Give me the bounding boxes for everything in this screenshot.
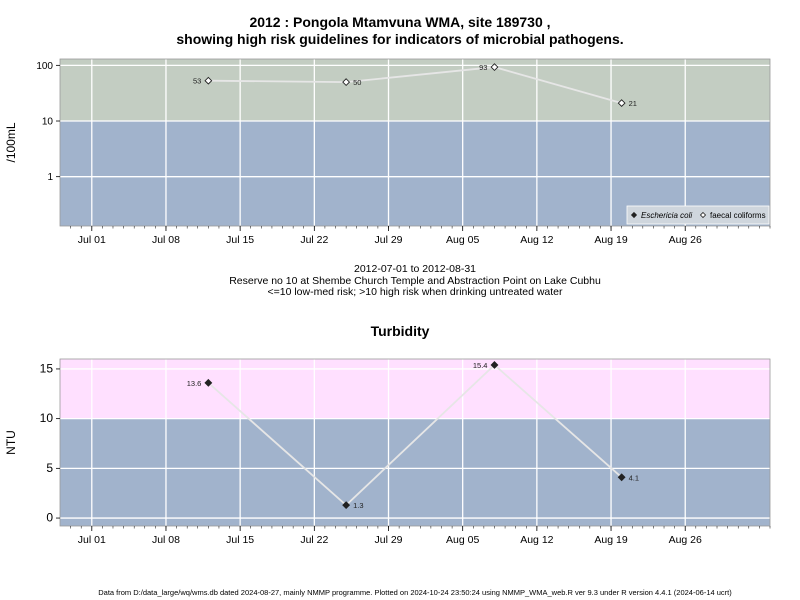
chart2-data-label-1: 1.3 (353, 501, 363, 510)
chart2-low-risk-band (60, 418, 770, 526)
chart2-xtick-label-6: Aug 12 (520, 534, 553, 546)
chart1-legend-label-1: faecal coliforms (710, 211, 766, 220)
chart1-point-3 (617, 99, 626, 108)
chart1-legend-marker-1 (699, 211, 707, 219)
chart1-data-label-3: 21 (629, 99, 637, 108)
chart1-xtick-label-4: Jul 29 (374, 234, 402, 246)
chart1-title-line1: 2012 : Pongola Mtamvuna WMA, site 189730… (249, 14, 551, 30)
chart2-xtick-label-5: Aug 05 (446, 534, 479, 546)
chart1-legend-label-0: Eschericia coli (641, 211, 692, 220)
chart1-frame (59, 58, 771, 227)
chart2-ytick-label-3: 0 (46, 511, 53, 525)
chart2-frame (59, 358, 771, 527)
chart1-xtick-label-5: Aug 05 (446, 234, 479, 246)
chart2-series-line-0 (207, 363, 623, 507)
chart1-xtick-label-6: Aug 12 (520, 234, 553, 246)
chart2-point-3 (617, 473, 626, 482)
chart2-xtick-label-1: Jul 08 (152, 534, 180, 546)
chart2-data-label-2: 15.4 (473, 361, 488, 370)
chart1-high-risk-band (60, 59, 770, 122)
chart2-xtick-label-0: Jul 01 (78, 534, 106, 546)
chart1-data-label-1: 50 (353, 78, 361, 87)
chart2-xtick-label-8: Aug 26 (669, 534, 702, 546)
chart1-point-0 (204, 76, 213, 85)
chart1-xtick-label-0: Jul 01 (78, 234, 106, 246)
chart2-point-2 (490, 361, 499, 369)
chart1-xtick-label-1: Jul 08 (152, 234, 180, 246)
risk-note-text: <=10 low-med risk; >10 high risk when dr… (267, 286, 563, 298)
chart1-ytick-label-2: 1 (47, 172, 53, 183)
chart2-ytick-label-0: 15 (40, 361, 54, 375)
chart2-xtick-label-3: Jul 22 (300, 534, 328, 546)
chart1-title-line2: showing high risk guidelines for indicat… (176, 31, 624, 47)
date-range-text: 2012-07-01 to 2012-08-31 (353, 263, 476, 275)
chart1-point-1 (342, 78, 351, 87)
chart1-series-line-0 (208, 66, 622, 104)
chart1-point-2 (490, 63, 499, 72)
location-text: Reserve no 10 at Shembe Church Temple an… (229, 275, 601, 287)
chart1-xtick-label-3: Jul 22 (300, 234, 328, 246)
chart1-legend-box (626, 205, 770, 225)
chart2-xtick-label-4: Jul 29 (374, 534, 402, 546)
chart2-xtick-label-7: Aug 19 (594, 534, 627, 546)
chart2-point-0 (204, 378, 213, 387)
chart1-data-label-2: 93 (479, 63, 487, 72)
chart2-xtick-label-2: Jul 15 (226, 534, 254, 546)
chart2-title: Turbidity (370, 323, 430, 339)
chart2-ytick-label-2: 5 (46, 461, 53, 475)
footer-text: Data from D:/data_large/wq/wms.db dated … (98, 588, 732, 597)
chart1-xtick-label-8: Aug 26 (669, 234, 702, 246)
chart2-point-1 (342, 501, 351, 510)
chart2-data-label-0: 13.6 (187, 379, 202, 388)
chart1-ytick-label-0: 100 (36, 61, 53, 72)
chart1-xtick-label-7: Aug 19 (594, 234, 627, 246)
chart1-legend-marker-0 (630, 211, 638, 219)
chart1-data-label-0: 53 (193, 77, 201, 86)
chart2-data-label-3: 4.1 (629, 473, 639, 482)
chart2-ytick-label-1: 10 (40, 411, 54, 425)
chart2-ylabel: NTU (4, 430, 18, 455)
chart1-ylabel: /100mL (4, 122, 18, 162)
chart1-ytick-label-1: 10 (42, 117, 54, 128)
chart1-xtick-label-2: Jul 15 (226, 234, 254, 246)
